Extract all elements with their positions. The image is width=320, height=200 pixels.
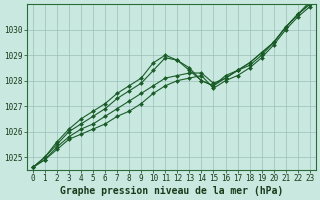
X-axis label: Graphe pression niveau de la mer (hPa): Graphe pression niveau de la mer (hPa)	[60, 186, 283, 196]
